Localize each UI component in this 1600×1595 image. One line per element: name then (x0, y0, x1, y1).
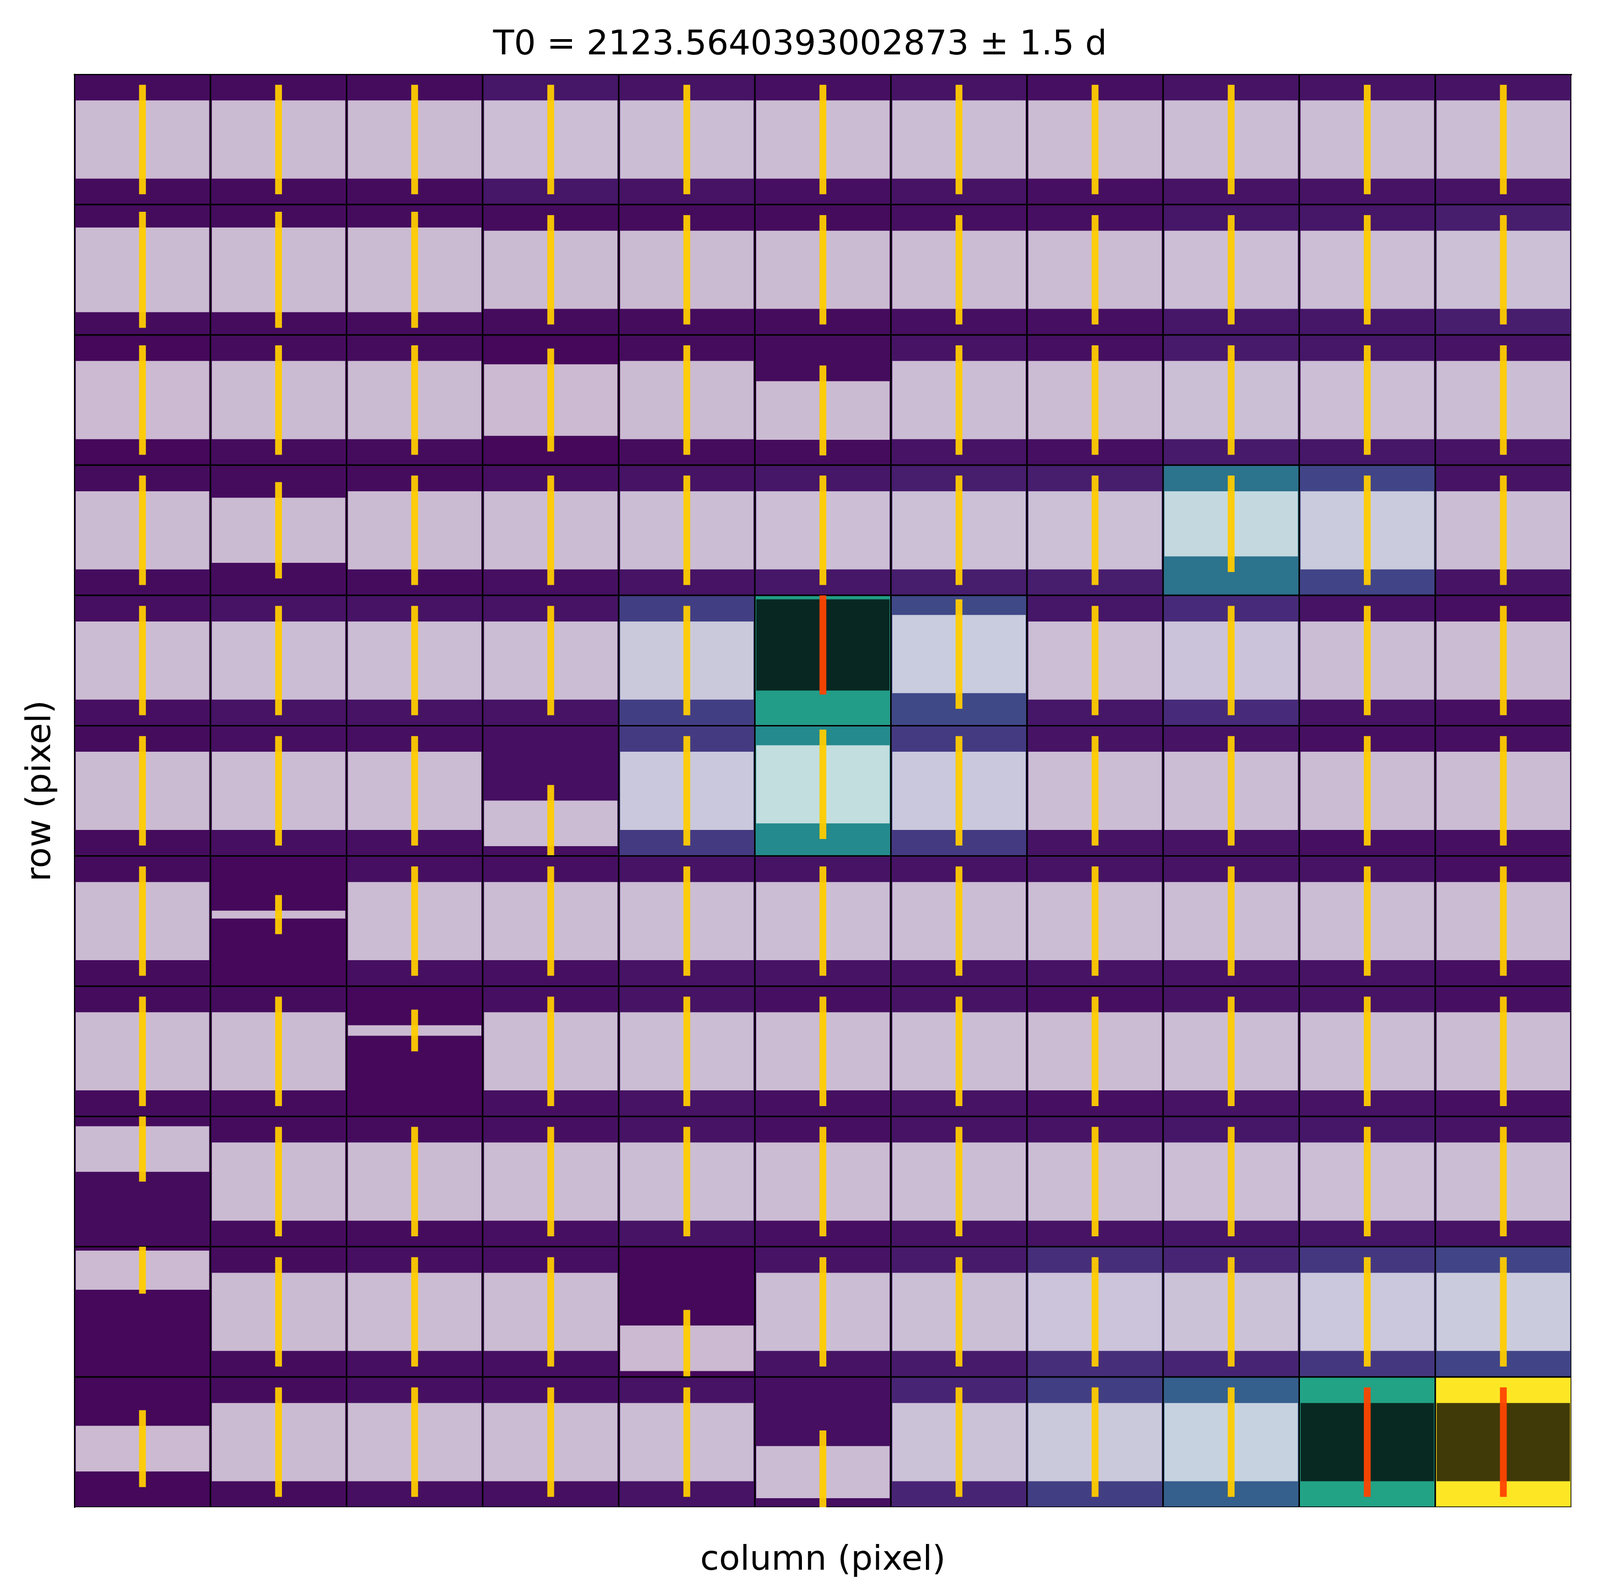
svg-text:column (pixel): column (pixel) (700, 1537, 946, 1579)
svg-text:row (pixel): row (pixel) (18, 700, 59, 882)
svg-text:T0 = 2123.5640393002873 ± 1.5: T0 = 2123.5640393002873 ± 1.5 d (492, 22, 1108, 63)
